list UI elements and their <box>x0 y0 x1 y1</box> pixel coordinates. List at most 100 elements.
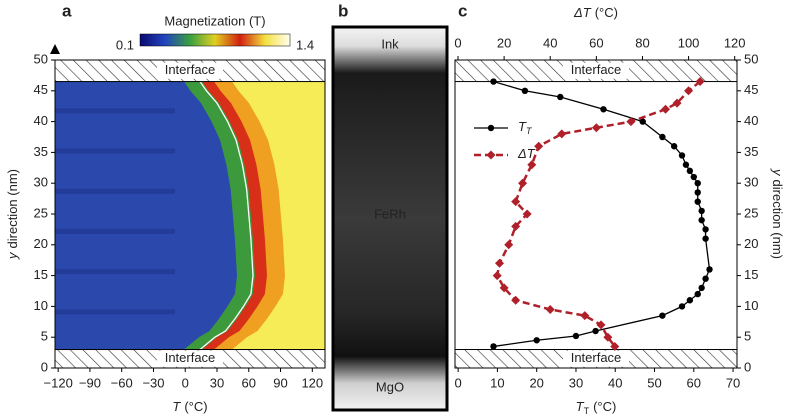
x2-tick-label: 80 <box>635 35 649 50</box>
data-point <box>694 180 701 187</box>
data-point <box>557 93 564 101</box>
colorbar-tick-label: 0.1 <box>116 37 134 52</box>
y-tick-label: 50 <box>744 51 758 66</box>
data-point <box>499 283 509 293</box>
data-point <box>511 221 521 231</box>
label-unit: (°C) <box>184 399 207 414</box>
legend-marker <box>487 124 495 132</box>
heatmap-region <box>55 81 237 350</box>
x2-tick-label: 20 <box>497 35 511 50</box>
x-tick-label: −120 <box>44 375 73 390</box>
label-var: T <box>576 399 585 414</box>
data-point <box>698 207 705 215</box>
x-tick-label: 70 <box>726 375 740 390</box>
data-point <box>702 235 709 242</box>
legend-label: TT <box>518 119 533 136</box>
y-tick-label: 30 <box>34 175 48 190</box>
data-point <box>694 189 701 196</box>
data-point <box>610 341 620 351</box>
y-tick-label: 15 <box>34 267 48 282</box>
y-tick-label: 0 <box>744 359 751 374</box>
heatmap-texture <box>55 188 175 194</box>
heatmap-texture <box>55 228 175 234</box>
interface-label: Interface <box>165 350 216 365</box>
x2-axis-label: ΔT (°C) <box>573 5 618 20</box>
data-point <box>511 197 521 207</box>
interface-label-bg <box>563 350 629 367</box>
image-label: Ink <box>381 36 399 51</box>
data-point <box>686 297 694 304</box>
x-tick-label: −60 <box>111 375 133 390</box>
x-axis-label: TT (°C) <box>576 399 617 416</box>
x-tick-label: 60 <box>687 375 701 390</box>
y-tick-label: 45 <box>34 82 48 97</box>
data-point <box>495 258 505 268</box>
data-point <box>694 290 701 298</box>
x2-tick-label: 60 <box>589 35 603 50</box>
x-tick-label: 30 <box>569 375 583 390</box>
data-point <box>504 240 514 250</box>
label-var: y <box>5 251 20 260</box>
y-tick-label: 35 <box>34 144 48 159</box>
data-point <box>672 98 682 108</box>
data-point <box>686 167 694 175</box>
y-axis-label: y direction (nm) <box>5 169 20 260</box>
axis-arrow <box>50 44 60 54</box>
data-point <box>492 271 502 281</box>
x2-tick-label: 100 <box>678 35 700 50</box>
data-point <box>659 133 666 141</box>
x-tick-label: 50 <box>647 375 661 390</box>
data-point <box>490 343 497 350</box>
data-point <box>518 178 528 188</box>
x-tick-label: 0 <box>455 375 462 390</box>
label-unit: direction (nm) <box>5 169 20 248</box>
x-tick-label: 10 <box>490 375 504 390</box>
heatmap-texture <box>55 309 175 315</box>
y-tick-label: 20 <box>744 236 758 251</box>
data-point <box>527 160 537 170</box>
x2-tick-label: 40 <box>543 35 557 50</box>
plot-frame <box>454 59 738 369</box>
legend-label: ΔT <box>517 146 536 161</box>
y-tick-label: 50 <box>34 51 48 66</box>
data-point <box>661 104 671 114</box>
label-unit: (°C) <box>595 5 618 20</box>
y-tick-label: 20 <box>34 236 48 251</box>
interface-label: Interface <box>571 62 622 77</box>
y-tick-label: 25 <box>34 205 48 220</box>
y-axis-label: y direction (nm) <box>770 168 785 259</box>
panel-label: b <box>338 1 348 20</box>
x-tick-label: 40 <box>608 375 622 390</box>
label-sub: T <box>584 406 590 416</box>
data-point <box>684 86 694 96</box>
data-point <box>592 327 599 335</box>
data-point <box>678 303 686 310</box>
colorbar-title: Magnetization (T) <box>164 13 265 28</box>
label-unit: direction (nm) <box>770 180 785 259</box>
x2-tick-label: 0 <box>454 35 461 50</box>
data-point <box>698 216 705 224</box>
heatmap-texture <box>55 269 175 275</box>
data-point <box>521 87 529 95</box>
data-point <box>490 78 497 85</box>
x-tick-label: −90 <box>79 375 101 390</box>
panel-label: c <box>458 1 467 20</box>
y-tick-label: 30 <box>744 175 758 190</box>
y-tick-label: 10 <box>744 298 758 313</box>
data-point <box>557 129 567 139</box>
data-point <box>511 295 521 305</box>
heatmap-texture <box>55 148 175 154</box>
data-point <box>702 275 709 282</box>
data-point <box>682 161 690 168</box>
x-tick-label: 20 <box>529 375 543 390</box>
interface-label-bg <box>157 350 223 367</box>
x-tick-label: 0 <box>182 375 189 390</box>
x2-tick-label: 120 <box>724 35 746 50</box>
data-point <box>695 77 705 87</box>
contour-line <box>199 81 254 351</box>
interface-label: Interface <box>571 350 622 365</box>
legend-sub: T <box>526 126 533 136</box>
data-point <box>690 173 697 181</box>
data-point <box>694 198 701 205</box>
data-point <box>600 106 607 113</box>
